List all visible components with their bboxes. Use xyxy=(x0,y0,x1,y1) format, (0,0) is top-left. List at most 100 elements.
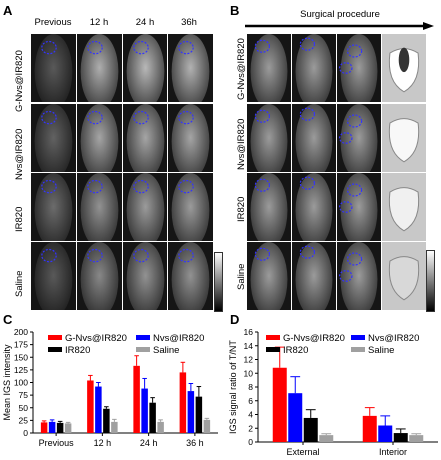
y-tick-label: 6 xyxy=(248,396,253,406)
panel-a-image-tile xyxy=(30,33,77,103)
col-header-previous: Previous xyxy=(34,17,72,28)
panel-b-image-tile xyxy=(336,33,382,103)
panel-a-image-tile xyxy=(30,103,77,173)
panel-a-image-tile xyxy=(122,33,169,103)
x-tick-label: 36 h xyxy=(186,438,204,448)
panel-a-image-tile xyxy=(122,172,169,242)
panel-a-image-tile xyxy=(76,33,123,103)
panel-a-image-tile xyxy=(76,103,123,173)
surgical-procedure-title: Surgical procedure xyxy=(300,9,380,20)
panel-a-image-tile xyxy=(30,172,77,242)
panel-a-letter: A xyxy=(3,3,13,18)
legend-swatch xyxy=(136,335,150,340)
bar xyxy=(48,421,56,433)
col-header-24h: 24 h xyxy=(135,17,155,28)
bar xyxy=(362,415,377,442)
legend-swatch xyxy=(48,335,62,340)
panel-b-letter: B xyxy=(230,3,240,18)
bar xyxy=(179,372,187,433)
y-tick-label: 14 xyxy=(244,341,254,351)
bar xyxy=(87,380,94,433)
bar xyxy=(378,425,393,442)
bar xyxy=(393,433,408,442)
row-label-a-nvs: Nvs@IR820 xyxy=(14,128,25,180)
legend-swatch xyxy=(266,335,280,340)
panel-b-image-tile xyxy=(291,103,337,173)
panel-b-image-tile xyxy=(336,241,382,311)
bar xyxy=(157,421,164,433)
surgical-arrow xyxy=(245,22,434,30)
bar xyxy=(195,396,203,433)
panel-b-image-tile xyxy=(291,241,337,311)
row-label-a-saline: Saline xyxy=(14,270,25,297)
col-header-12h: 12 h xyxy=(89,17,109,28)
panel-a-image-tile xyxy=(167,103,214,173)
panel-b-image-tile xyxy=(336,172,382,242)
bar xyxy=(288,393,303,442)
panel-a-image-tile xyxy=(122,241,169,311)
colorbar-a xyxy=(214,252,223,312)
y-tick-label: 4 xyxy=(248,410,253,420)
panel-b-image-tile xyxy=(246,103,292,173)
y-tick-label: 100 xyxy=(14,378,28,388)
y-tick-label: 200 xyxy=(14,327,28,337)
y-axis-label: IGS signal ratio of T/NT xyxy=(228,340,238,434)
y-tick-label: 0 xyxy=(23,428,28,438)
legend-swatch xyxy=(266,347,280,352)
legend-swatch xyxy=(48,347,62,352)
bar xyxy=(303,417,318,442)
y-tick-label: 25 xyxy=(19,415,29,425)
panel-b-image-tile xyxy=(291,33,337,103)
bar xyxy=(272,367,287,442)
panel-b-excised-tissue-tile xyxy=(381,241,427,311)
y-tick-label: 175 xyxy=(14,340,28,350)
bar xyxy=(133,365,140,433)
panel-b-image-tile xyxy=(336,103,382,173)
bar xyxy=(103,408,110,433)
y-axis-label: Mean IGS intensity xyxy=(2,344,12,421)
y-tick-label: 50 xyxy=(19,403,29,413)
panel-b-image-tile xyxy=(246,33,292,103)
legend-label: IR820 xyxy=(65,345,90,356)
bar xyxy=(319,435,334,442)
colorbar-b xyxy=(426,250,435,312)
panel-b-image-tile xyxy=(246,172,292,242)
panel-a-image-tile xyxy=(167,172,214,242)
panel-a-image-tile xyxy=(167,33,214,103)
legend-swatch xyxy=(351,335,365,340)
x-tick-label: External xyxy=(286,447,319,457)
y-tick-label: 125 xyxy=(14,365,28,375)
bar xyxy=(187,391,195,433)
legend-label: Nvs@IR820 xyxy=(368,333,419,344)
y-tick-label: 16 xyxy=(244,327,254,337)
bar xyxy=(40,422,48,433)
legend-swatch xyxy=(351,347,365,352)
x-tick-label: Interior xyxy=(379,447,407,457)
bar xyxy=(203,419,211,433)
bar xyxy=(64,423,72,433)
bar xyxy=(95,386,102,433)
panel-c-letter: C xyxy=(3,312,13,327)
panel-a-image-tile xyxy=(30,241,77,311)
bar xyxy=(409,435,424,442)
y-tick-label: 2 xyxy=(248,423,253,433)
bar xyxy=(111,421,118,433)
y-tick-label: 8 xyxy=(248,382,253,392)
legend-label: G-Nvs@IR820 xyxy=(283,333,345,344)
panel-a-image-tile xyxy=(167,241,214,311)
y-tick-label: 150 xyxy=(14,352,28,362)
bar xyxy=(149,402,156,433)
legend-label: IR820 xyxy=(283,345,308,356)
row-label-a-gnvs: G-Nvs@IR820 xyxy=(14,50,25,112)
bar xyxy=(56,422,64,433)
panel-b-excised-tissue-tile xyxy=(381,103,427,173)
panel-b-image-tile xyxy=(246,241,292,311)
legend-label: G-Nvs@IR820 xyxy=(65,333,127,344)
x-tick-label: 24 h xyxy=(140,438,158,448)
y-tick-label: 12 xyxy=(244,355,254,365)
y-tick-label: 75 xyxy=(19,390,29,400)
panel-a-image-tile xyxy=(76,241,123,311)
legend-label: Saline xyxy=(368,345,394,356)
y-tick-label: 10 xyxy=(244,368,254,378)
